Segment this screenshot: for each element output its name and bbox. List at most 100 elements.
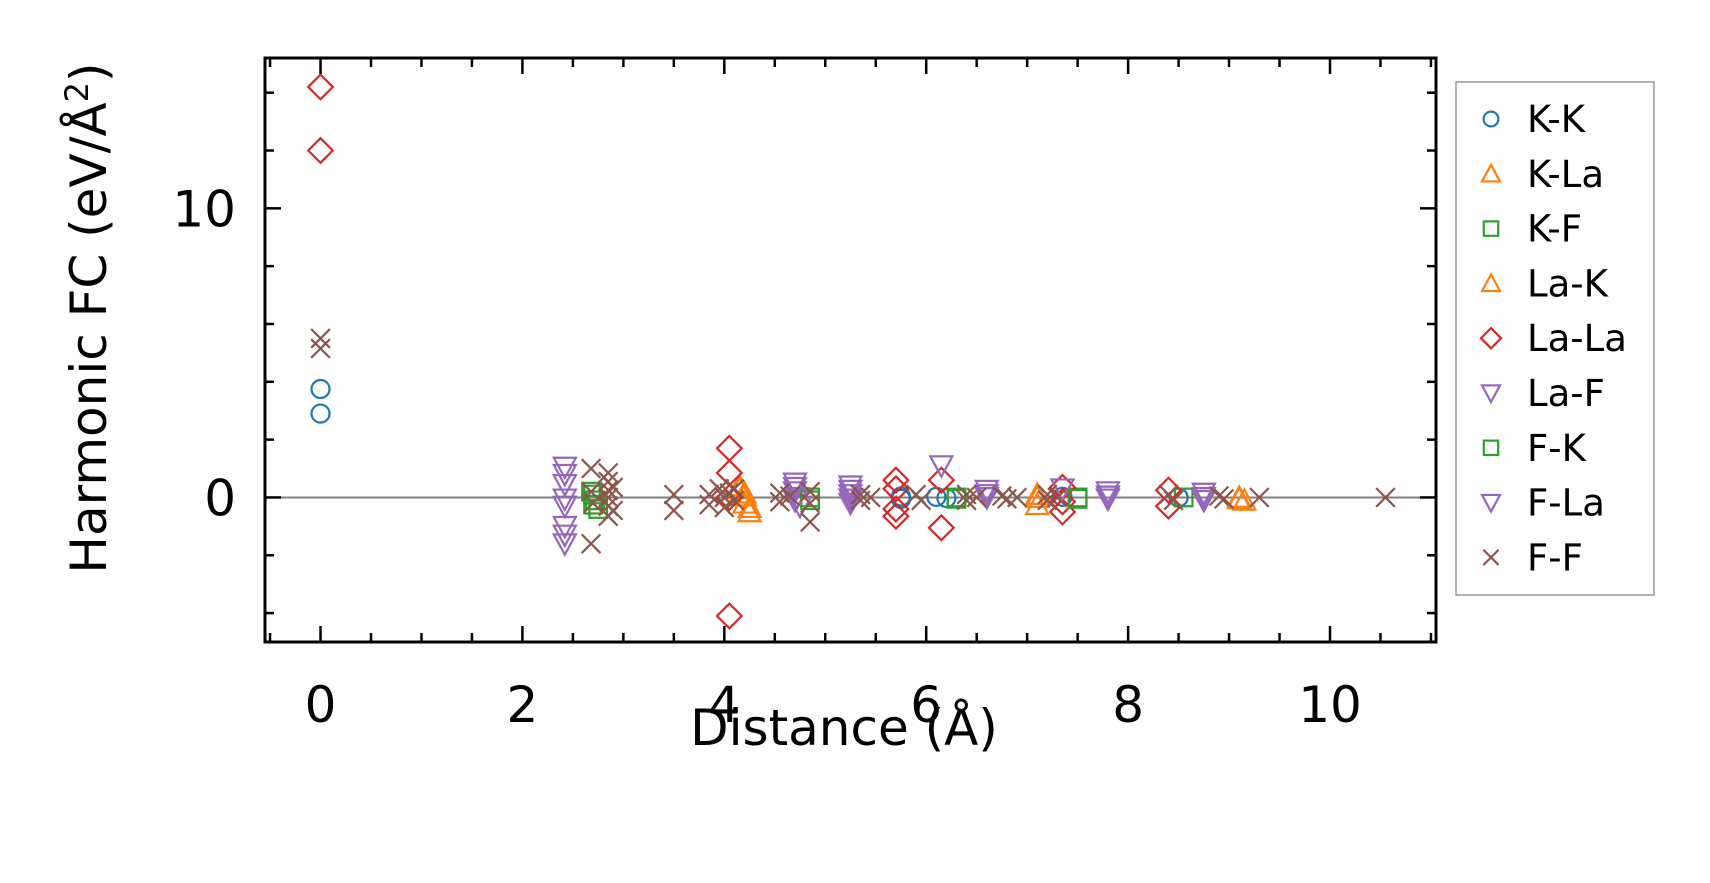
legend: K-K K-La K-F La-K La-La La-F F-K F-La F-F: [1455, 81, 1655, 596]
legend-label: K-K: [1527, 98, 1587, 141]
data-point: [882, 474, 910, 503]
data-point: [1190, 486, 1217, 511]
data-point: [551, 524, 578, 549]
legend-item: La-K: [1480, 262, 1610, 305]
legend-marker: [1480, 272, 1502, 293]
legend-marker: [1480, 493, 1502, 514]
x-tick-label: 10: [1298, 676, 1362, 734]
data-point: [769, 491, 790, 512]
data-point: [310, 378, 331, 400]
data-point: [663, 500, 684, 521]
legend-item: F-K: [1482, 427, 1588, 470]
series-f-k: [583, 484, 1088, 515]
data-point: [911, 490, 932, 511]
legend-label: K-F: [1527, 208, 1582, 251]
data-point: [1048, 487, 1077, 516]
data-point: [799, 511, 821, 533]
legend-item: F-F: [1482, 536, 1583, 579]
data-point: [310, 328, 331, 349]
legend-label: F-La: [1527, 482, 1605, 525]
legend-marker: [1482, 220, 1500, 237]
x-axis-title: Distance (Å): [690, 699, 998, 757]
x-tick-labels: 0 2 4 6 8 10: [305, 676, 1362, 734]
data-point: [306, 136, 335, 165]
y-tick-label: 10: [172, 180, 236, 238]
legend-marker: [1480, 162, 1502, 183]
data-point: [1375, 487, 1396, 508]
data-point: [551, 495, 578, 520]
legend-label: La-K: [1527, 262, 1610, 305]
series-la-f: [551, 455, 1217, 558]
series-la-la: [306, 73, 1183, 630]
data-point: [1213, 488, 1235, 510]
data-point: [306, 73, 335, 101]
data-point: [882, 495, 910, 523]
data-point: [551, 488, 578, 513]
data-point: [1226, 485, 1252, 510]
series-f-la: [551, 463, 1217, 549]
data-point: [715, 434, 744, 463]
legend-item: La-La: [1479, 317, 1627, 360]
data-point: [782, 472, 808, 497]
legend-marker: [1480, 384, 1502, 405]
data-point: [551, 515, 578, 540]
data-point: [714, 497, 735, 518]
data-point: [551, 473, 578, 498]
data-point: [973, 484, 1000, 508]
data-point: [1052, 486, 1073, 507]
legend-label: K-La: [1527, 153, 1604, 196]
data-point: [1006, 487, 1028, 508]
legend-label: F-K: [1527, 427, 1588, 470]
legend-label: La-F: [1527, 372, 1605, 415]
data-point: [551, 533, 578, 558]
data-point: [927, 513, 956, 542]
legend-marker: [1482, 110, 1500, 128]
data-point: [663, 484, 684, 505]
data-point: [1067, 488, 1088, 509]
data-point: [966, 487, 987, 508]
x-tick-label: 0: [305, 676, 337, 734]
data-point: [724, 478, 745, 499]
data-point: [927, 466, 956, 494]
data-point: [1190, 482, 1217, 507]
data-point: [837, 475, 864, 500]
data-point: [882, 502, 910, 531]
x-tick-label: 6: [910, 676, 942, 734]
data-point: [1231, 487, 1258, 511]
y-axis-title-superscript: 2: [58, 82, 96, 102]
data-point: [1154, 476, 1183, 505]
data-point: [799, 493, 821, 514]
legend-item: La-F: [1480, 372, 1605, 415]
data-point: [551, 463, 578, 488]
y-tick-label: 0: [204, 469, 236, 527]
data-point: [936, 487, 957, 509]
data-point: [1095, 485, 1121, 510]
x-tick-label: 8: [1112, 676, 1144, 734]
data-point: [1095, 481, 1121, 505]
legend-items: K-K K-La K-F La-K La-La La-F F-K F-La F-F: [1479, 98, 1627, 579]
data-point: [715, 602, 744, 630]
data-point: [1024, 481, 1051, 506]
data-point: [310, 403, 331, 424]
data-point: [1190, 489, 1217, 514]
x-tick-label: 4: [708, 676, 740, 734]
data-point: [779, 485, 801, 507]
data-point: [1047, 487, 1068, 508]
legend-item: F-La: [1480, 482, 1605, 525]
legend-marker: [1479, 326, 1503, 350]
data-point: [973, 486, 1000, 511]
y-tick-labels: 0 10: [172, 180, 236, 527]
plot-frame: [263, 56, 1438, 644]
legend-marker: [1482, 548, 1500, 566]
y-axis-title: Harmonic FC (eV/Å2): [58, 62, 118, 573]
data-point: [882, 466, 910, 494]
data-point: [598, 480, 619, 501]
axis-ticks: [265, 58, 1436, 642]
data-point: [598, 462, 619, 483]
legend-label: F-F: [1527, 536, 1583, 579]
data-point: [1163, 490, 1184, 511]
data-points: [306, 73, 1396, 630]
data-point: [928, 455, 955, 479]
legend-item: K-K: [1482, 98, 1587, 141]
data-point: [736, 494, 763, 519]
